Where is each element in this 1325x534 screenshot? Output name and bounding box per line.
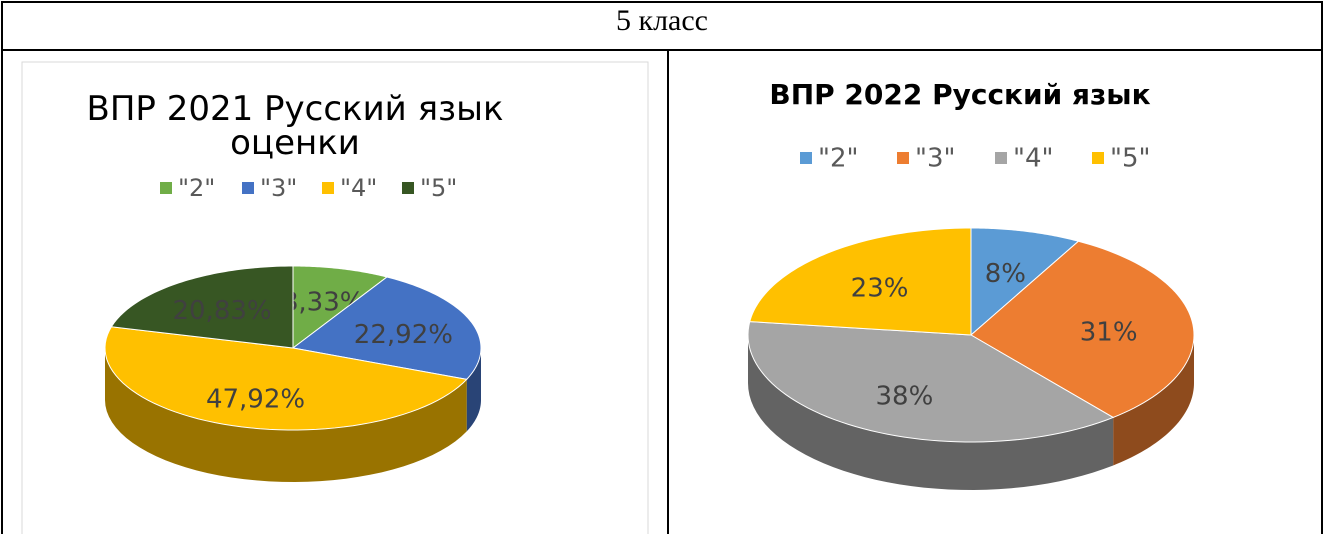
legend-swatch (402, 182, 414, 194)
legend-label: "5" (1110, 144, 1150, 174)
pie-slice-side (105, 348, 467, 482)
legend-swatch (897, 152, 909, 164)
data-label: 31% (1080, 317, 1138, 347)
legend-swatch (800, 152, 812, 164)
data-label: 23% (851, 274, 909, 304)
data-label: 22,92% (354, 320, 453, 350)
pie-slice (747, 321, 1115, 443)
data-label: 38% (875, 382, 933, 412)
pie-slice (292, 265, 389, 350)
pie-slice (970, 227, 1080, 337)
data-label: 47,92% (206, 385, 305, 415)
legend-label: "4" (1013, 144, 1053, 174)
pie-slice (104, 326, 468, 431)
data-label: 8% (985, 259, 1026, 289)
legend-label: "4" (340, 174, 377, 202)
pie-slice (110, 265, 294, 349)
legend-swatch (322, 182, 334, 194)
legend-label: "2" (178, 174, 215, 202)
pie-slice (970, 240, 1195, 419)
data-label: 20,83% (172, 296, 271, 326)
legend-swatch (242, 182, 254, 194)
legend-swatch (160, 182, 172, 194)
pie-slice (749, 227, 972, 336)
legend-label: "3" (260, 174, 297, 202)
pie-slice-side (466, 348, 481, 432)
chart-frame (21, 61, 649, 534)
pie-slice-side (748, 335, 1114, 490)
legend-swatch (995, 152, 1007, 164)
legend-label: "3" (915, 144, 955, 174)
chart-title: ВПР 2022 Русский язык (769, 78, 1151, 111)
header: 5 класс (616, 4, 708, 37)
legend-label: "5" (420, 174, 457, 202)
chart-title: ВПР 2021 Русский язык оценки (86, 89, 504, 163)
pie-slice-side (1113, 335, 1194, 466)
legend-swatch (1092, 152, 1104, 164)
pie-slice (291, 276, 482, 380)
legend-label: "2" (818, 144, 858, 174)
